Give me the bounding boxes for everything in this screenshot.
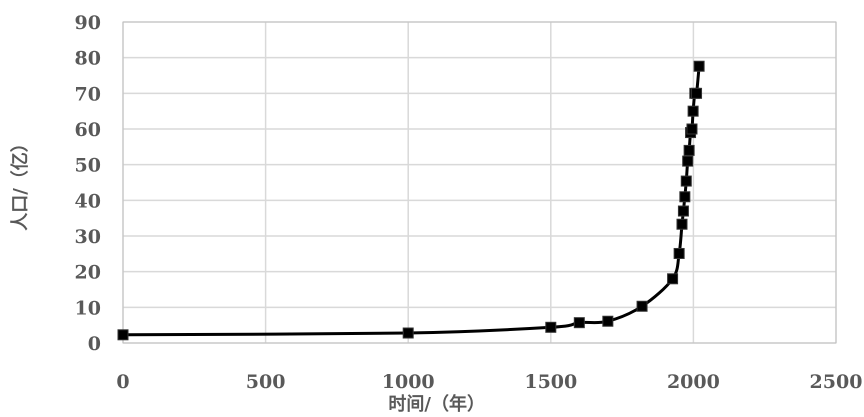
plot-area-frame [122,21,837,344]
y-axis-ticks: 0 10 20 30 40 50 60 70 80 90 [75,12,101,355]
data-point-marker [636,300,648,312]
data-point-marker [602,315,614,327]
x-tick-label: 0 [116,371,129,393]
data-point-marker [402,327,414,339]
data-point-marker [691,87,703,99]
y-tick-label: 40 [75,190,101,212]
x-axis-title: 时间/（年） [388,393,485,415]
data-point-marker [679,191,691,203]
y-tick-label: 70 [75,83,101,105]
y-axis-title: 人口/（亿） [9,134,31,231]
y-tick-label: 60 [75,119,101,141]
data-point-marker [693,60,705,72]
grid-lines [122,21,837,344]
x-tick-label: 1000 [382,371,435,393]
y-tick-label: 80 [75,48,101,70]
y-tick-label: 30 [75,226,101,248]
data-point-marker [680,175,692,187]
x-tick-label: 1500 [524,371,577,393]
y-tick-label: 90 [75,12,101,34]
data-point-marker [677,205,689,217]
data-point-marker [676,218,688,230]
data-point-marker [117,329,129,341]
y-tick-label: 50 [75,155,101,177]
data-point-marker [545,321,557,333]
data-point-marker [683,144,695,156]
data-point-marker [686,123,698,135]
y-tick-label: 20 [75,262,101,284]
data-point-marker [687,105,699,117]
data-point-marker [667,273,679,285]
data-point-marker [573,317,585,329]
y-tick-label: 10 [75,297,101,319]
data-point-marker [682,155,694,167]
y-tick-label: 0 [88,333,101,355]
x-tick-label: 2000 [667,371,720,393]
data-point-marker [673,247,685,259]
series-markers [117,60,705,341]
x-axis-ticks: 0 500 1000 1500 2000 2500 [116,371,862,393]
x-tick-label: 500 [246,371,286,393]
x-tick-label: 2500 [810,371,863,393]
